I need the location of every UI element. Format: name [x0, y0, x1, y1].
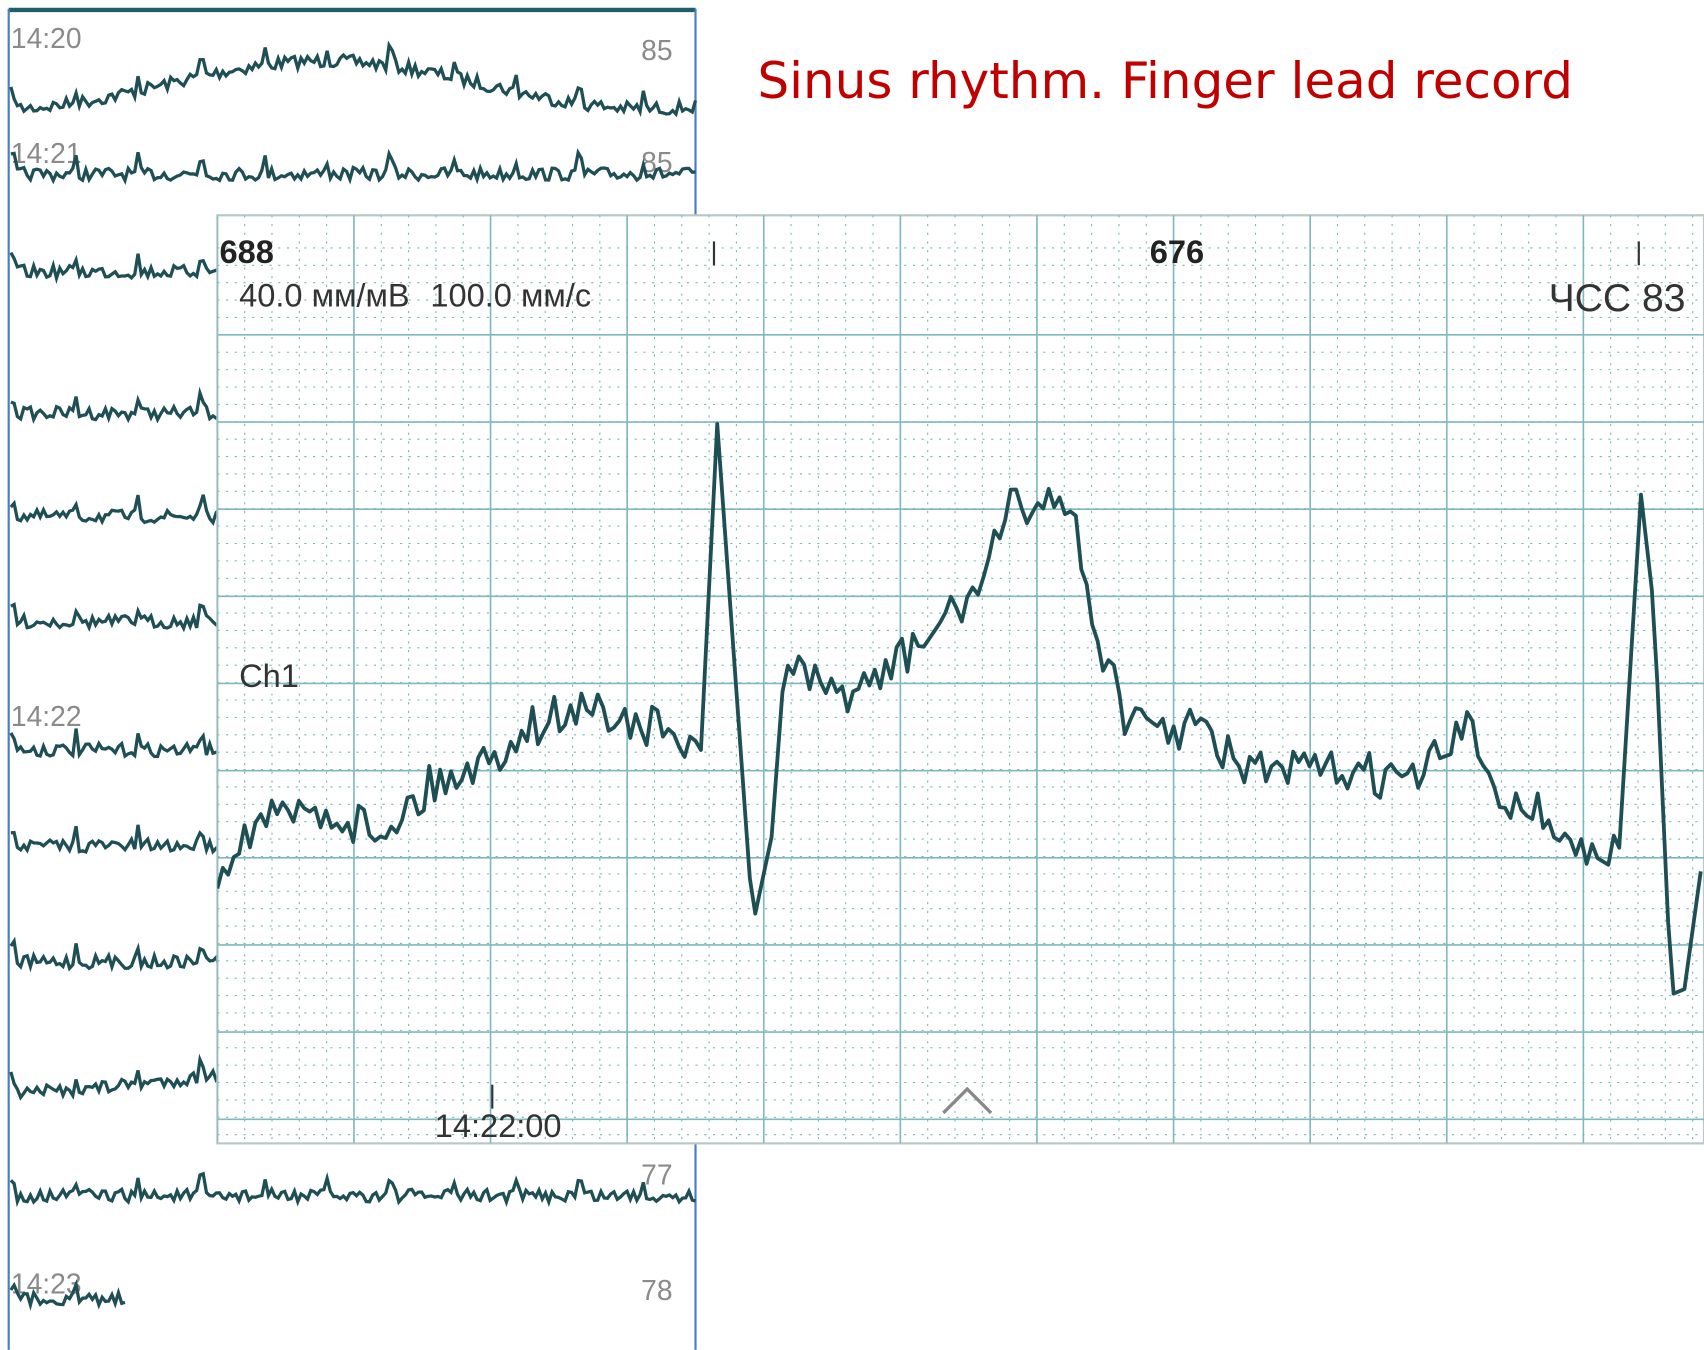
- ecg-trace: [217, 422, 1703, 996]
- strip-trace: [10, 148, 696, 186]
- strip-trace: [9, 1171, 696, 1208]
- gain-label: 40.0 мм/мВ: [239, 277, 410, 314]
- interval-label: 688: [220, 233, 274, 270]
- zoom-panel: 688 676 40.0 мм/мВ 100.0 мм/с ЧСС 83 Ch1…: [216, 214, 1704, 1145]
- interval-label: 676: [1150, 233, 1204, 270]
- expand-chevron[interactable]: [942, 1086, 993, 1115]
- panel-background: [216, 214, 1704, 1145]
- strip-time: 14:20: [11, 22, 82, 54]
- heart-rate: ЧСС 83: [1549, 277, 1686, 320]
- strip-rate: 77: [641, 1159, 672, 1191]
- trace-group: [217, 422, 1703, 996]
- strip-time: 14:22: [11, 700, 82, 732]
- strip-rate: 85: [641, 34, 672, 66]
- strip-rate: 78: [641, 1274, 672, 1306]
- timestamp: 14:22:00: [435, 1107, 562, 1144]
- strip-time: 14:21: [11, 137, 82, 169]
- strip-trace: [9, 1278, 126, 1311]
- strip-trace: [9, 40, 698, 118]
- title: Sinus rhythm. Finger lead record: [757, 52, 1572, 110]
- grid: [217, 215, 1704, 1144]
- channel-label: Ch1: [239, 657, 299, 694]
- speed-label: 100.0 мм/с: [430, 277, 591, 314]
